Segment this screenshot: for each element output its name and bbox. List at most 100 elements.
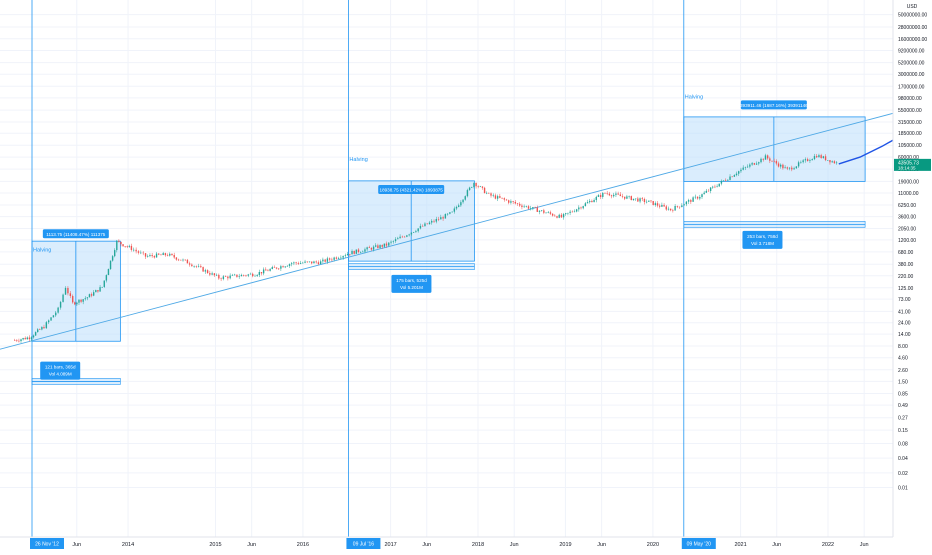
candle-body bbox=[410, 232, 413, 235]
candle-body bbox=[543, 210, 545, 213]
candle-body bbox=[444, 214, 447, 219]
price-tick-label: 185000.00 bbox=[898, 131, 922, 137]
price-tick-label: 1200.00 bbox=[898, 238, 916, 244]
candle-body bbox=[140, 252, 142, 254]
candle-body bbox=[28, 337, 31, 340]
candle-body bbox=[648, 200, 650, 202]
candle-body bbox=[769, 158, 771, 161]
candle-body bbox=[707, 190, 710, 192]
price-tick-label: 4.60 bbox=[898, 356, 908, 362]
measure-labels: 1113.75 (11408.47%) 111375 121 bars, 365d… bbox=[40, 100, 808, 380]
candle-body bbox=[224, 276, 227, 277]
time-tick-label: Jun bbox=[772, 542, 781, 548]
candle-body bbox=[41, 327, 43, 330]
candle-body bbox=[575, 209, 578, 212]
candle-body bbox=[421, 225, 424, 227]
candle-body bbox=[111, 256, 114, 261]
candle-body bbox=[222, 276, 225, 280]
candle-body bbox=[536, 207, 538, 212]
time-tick-label: Jun bbox=[597, 542, 606, 548]
candle-body bbox=[262, 269, 265, 274]
candle-body bbox=[64, 287, 67, 295]
candle-body bbox=[731, 176, 733, 178]
candle-body bbox=[545, 212, 547, 214]
candle-body bbox=[355, 249, 358, 254]
trendline-group[interactable] bbox=[0, 112, 894, 350]
time-axis[interactable]: Jun 2014 2015 Jun 2016 2017 Jun 2018 Jun 2019 Jun 2… bbox=[0, 536, 893, 550]
price-tick-label: 28000000.00 bbox=[898, 25, 927, 31]
candle-body bbox=[218, 274, 220, 279]
candle-body bbox=[643, 199, 646, 203]
price-tick-label: 550000.00 bbox=[898, 108, 922, 114]
candle-body bbox=[209, 273, 211, 275]
candle-body bbox=[460, 202, 462, 206]
candle-body bbox=[88, 294, 91, 298]
candle-body bbox=[468, 187, 471, 191]
price-tick-label: 9200000.00 bbox=[898, 49, 925, 55]
measure-box[interactable] bbox=[683, 116, 866, 182]
candle-body bbox=[602, 192, 604, 197]
candle-body bbox=[440, 217, 442, 220]
candle-body bbox=[211, 273, 213, 275]
price-axis[interactable]: USD 50000000.00 28000000.00 16000000.00 9200… bbox=[892, 0, 932, 550]
candle-body bbox=[335, 257, 338, 259]
candle-body bbox=[240, 274, 243, 277]
candle-body bbox=[534, 207, 536, 208]
candle-body bbox=[195, 266, 198, 267]
candle-body bbox=[428, 222, 431, 225]
candle-body bbox=[26, 337, 28, 340]
price-tick-label: 41.00 bbox=[898, 309, 911, 315]
candle-body bbox=[392, 241, 395, 242]
candle-body bbox=[245, 275, 247, 276]
candle-body bbox=[227, 276, 229, 279]
candle-body bbox=[492, 195, 494, 196]
candle-body bbox=[399, 236, 401, 239]
candle-body bbox=[519, 203, 521, 206]
candle-body bbox=[525, 206, 528, 207]
trendline[interactable] bbox=[0, 112, 894, 350]
price-tick-label: 380.00 bbox=[898, 262, 914, 268]
candle-body bbox=[72, 296, 74, 303]
price-tick-label: 11000.00 bbox=[898, 191, 919, 197]
price-tick-label: 19000.00 bbox=[898, 179, 919, 185]
candle-body bbox=[114, 250, 116, 257]
price-tick-label: 60000.00 bbox=[898, 155, 919, 161]
candle-body bbox=[147, 256, 149, 257]
candle-body bbox=[824, 156, 827, 161]
candle-body bbox=[308, 261, 311, 263]
candle-body bbox=[499, 196, 501, 198]
candle-body bbox=[78, 299, 80, 303]
measure-top-badge bbox=[378, 184, 445, 194]
candle-body bbox=[773, 160, 775, 162]
candle-body bbox=[135, 249, 137, 252]
candle-body bbox=[394, 239, 397, 242]
candle-body bbox=[133, 249, 135, 251]
candle-body bbox=[333, 257, 335, 260]
time-tick-label: Jun bbox=[510, 542, 519, 548]
candle-body bbox=[243, 274, 245, 276]
candle-body bbox=[455, 206, 458, 209]
candle-body bbox=[615, 193, 617, 195]
measure-bottom-line2: Vol 5.201M bbox=[400, 285, 423, 290]
candle-body bbox=[137, 251, 140, 253]
candle-body bbox=[740, 169, 742, 172]
candle-body bbox=[158, 253, 160, 255]
price-tick-label: 0.08 bbox=[898, 441, 908, 447]
measure-top-text: 393911.46 (1687.16%) 39391146 bbox=[740, 103, 808, 108]
halving-date-label: 09 Jul '16 bbox=[353, 542, 374, 548]
candle-body bbox=[260, 272, 263, 274]
measure-bottom-line1: 121 bars, 365d bbox=[45, 365, 76, 370]
candle-body bbox=[829, 160, 831, 163]
time-tick-label: 2021 bbox=[734, 542, 746, 548]
candle-body bbox=[74, 302, 76, 305]
candle-body bbox=[116, 240, 118, 251]
price-tick-label: 0.15 bbox=[898, 428, 908, 434]
candle-body bbox=[508, 200, 510, 203]
candle-body bbox=[215, 274, 218, 276]
candle-body bbox=[379, 245, 381, 248]
candle-body bbox=[311, 261, 313, 264]
candle-body bbox=[55, 312, 57, 316]
candle-body bbox=[92, 292, 95, 296]
